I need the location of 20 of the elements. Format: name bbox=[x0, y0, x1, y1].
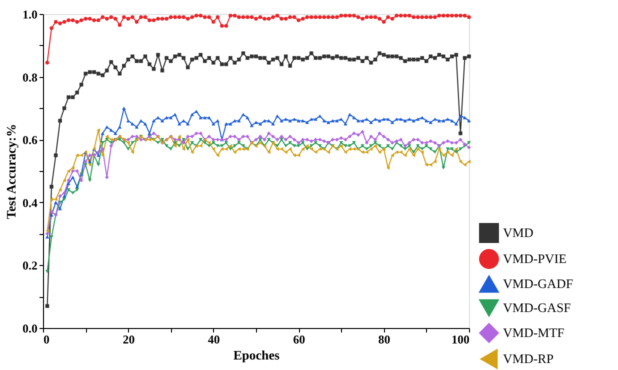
y-axis-title: Test Accuracy:% bbox=[4, 124, 18, 220]
legend-label: VMD-GADF bbox=[503, 276, 574, 291]
x-tick-label: 0 bbox=[44, 332, 50, 346]
x-tick-label: 60 bbox=[293, 332, 306, 346]
legend-label: VMD-GASF bbox=[503, 300, 571, 315]
y-tick-label: 0.2 bbox=[22, 258, 38, 273]
y-tick-label: 0.6 bbox=[22, 133, 38, 148]
legend-label: VMD-RP bbox=[503, 351, 554, 366]
y-tick-label: 0.8 bbox=[22, 70, 38, 84]
x-tick-label: 40 bbox=[208, 332, 220, 346]
y-tick-label: 0.4 bbox=[22, 196, 38, 210]
legend-label: VMD-PVIE bbox=[503, 251, 567, 266]
y-tick-label: 0.0 bbox=[22, 322, 38, 336]
legend-label: VMD bbox=[503, 225, 534, 240]
legend-label: VMD-MTF bbox=[503, 325, 564, 340]
y-tick-label: 1.0 bbox=[22, 8, 38, 22]
x-tick-label: 20 bbox=[122, 332, 135, 346]
x-tick-label: 100 bbox=[452, 332, 470, 346]
x-tick-label: 80 bbox=[378, 332, 390, 346]
x-axis-title: Epoches bbox=[233, 348, 280, 362]
